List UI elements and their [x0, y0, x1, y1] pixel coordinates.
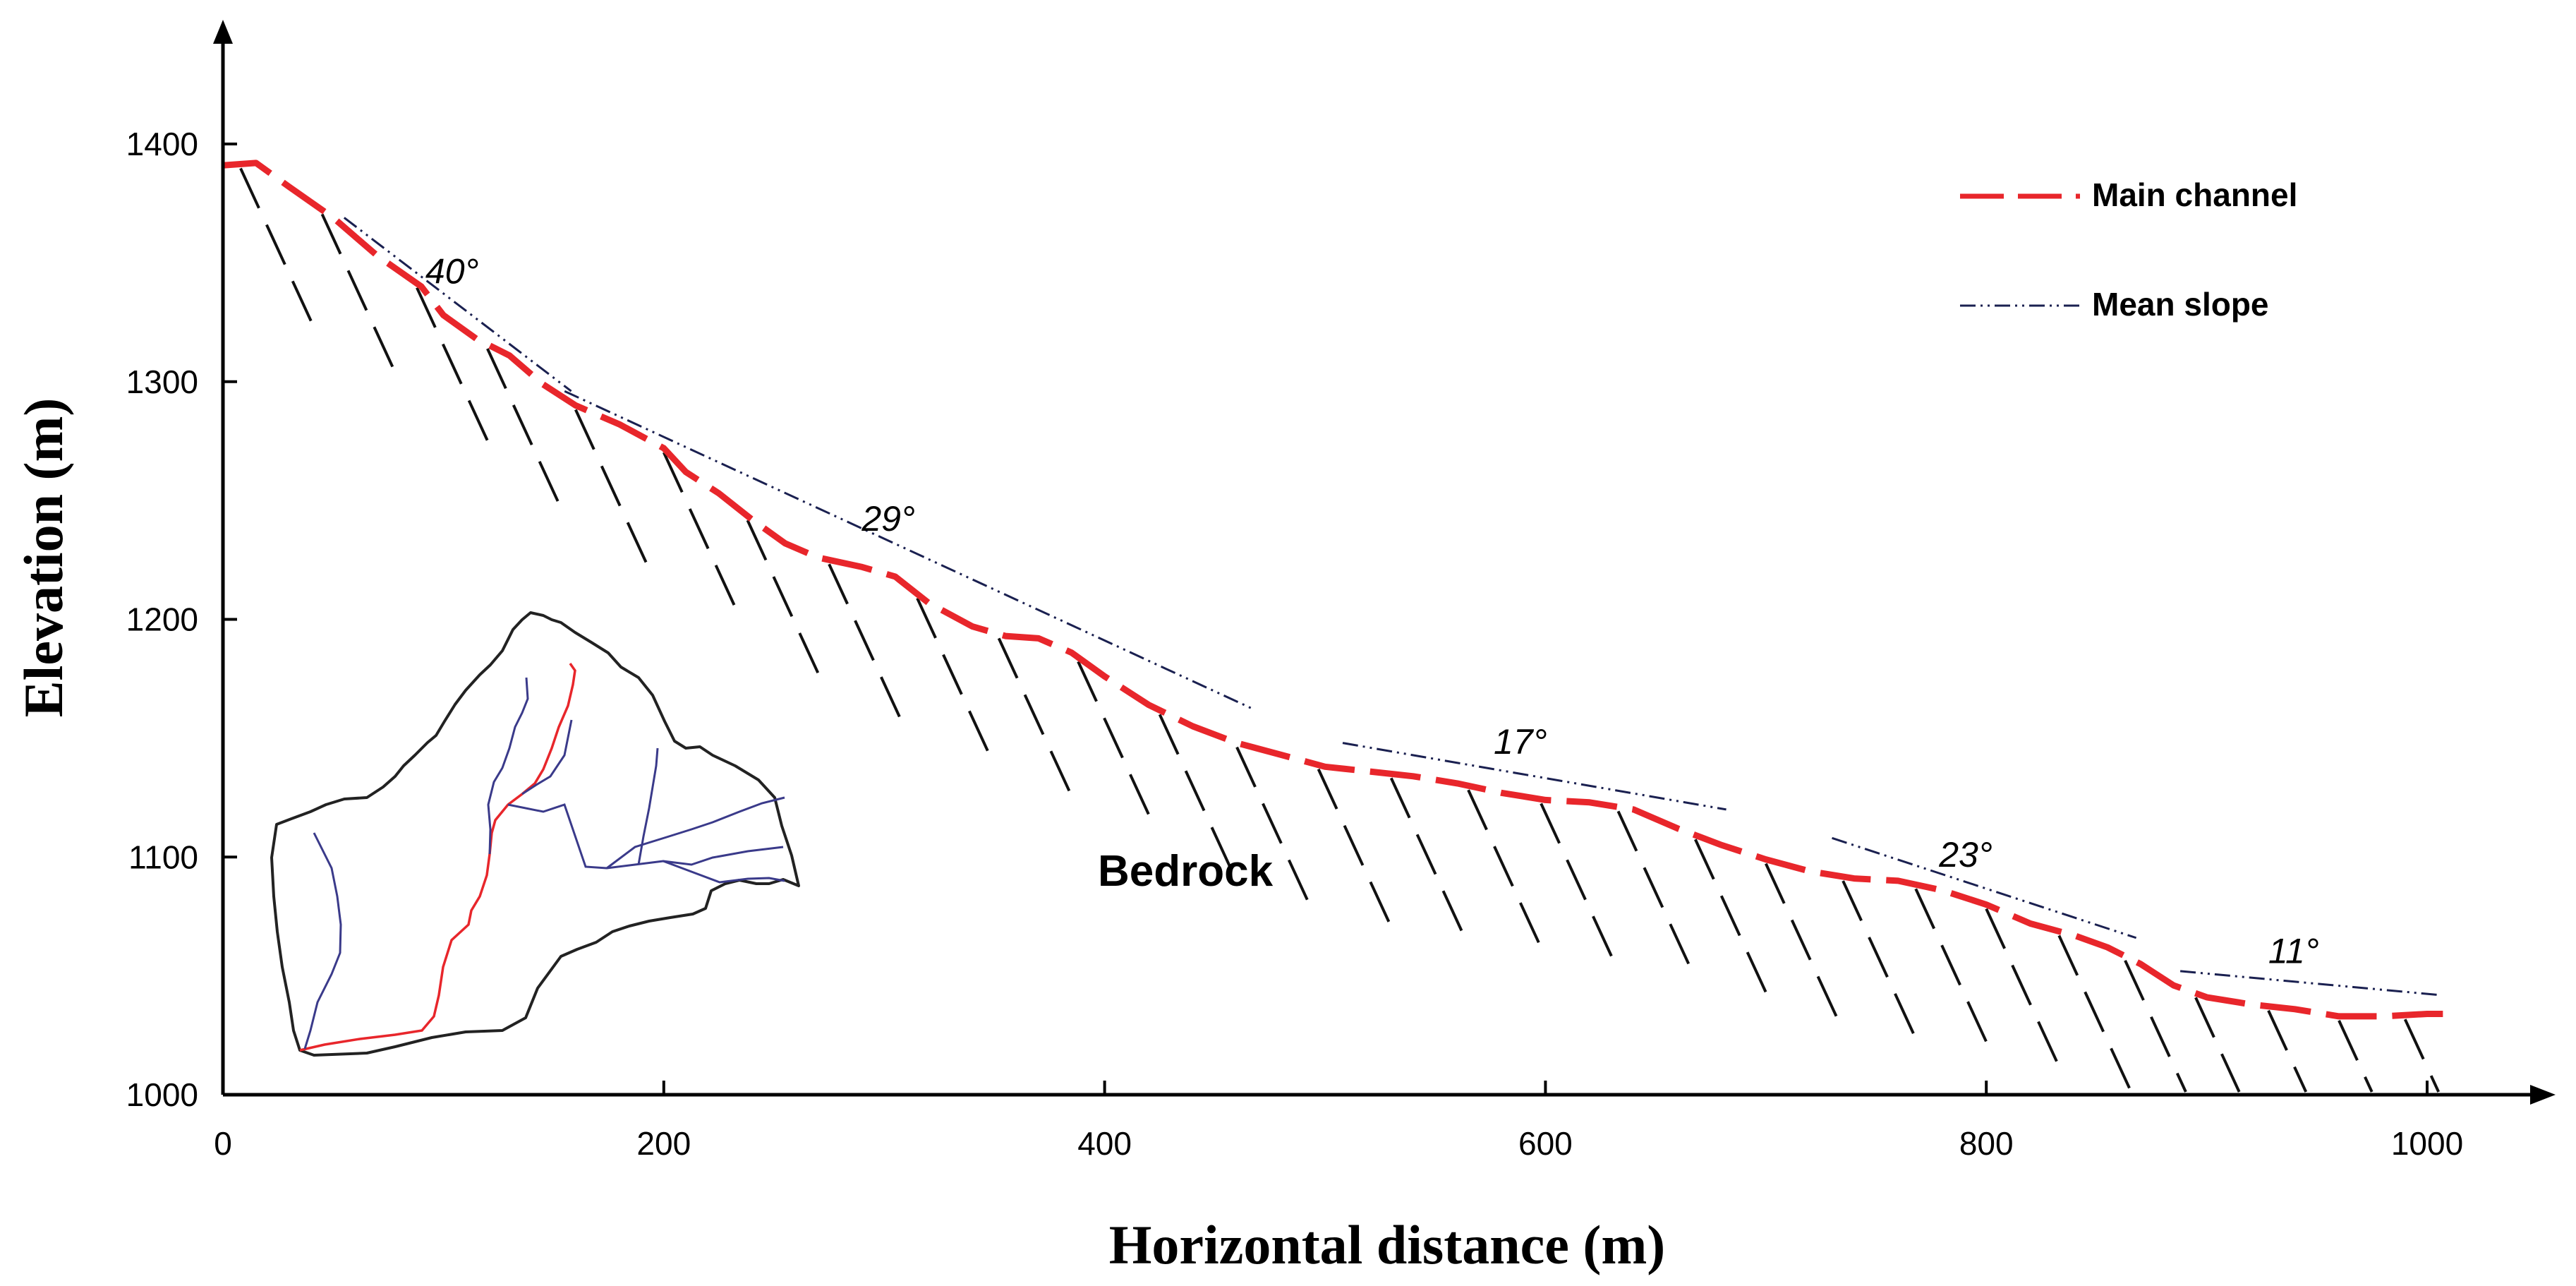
bedrock-hatch-22	[1985, 908, 2059, 1064]
main-channel-path	[222, 160, 2450, 1020]
bedrock-hatch-28	[2403, 1018, 2441, 1093]
tributary-east-lower	[663, 860, 785, 884]
slope-angle-label-0: 40°	[425, 251, 479, 291]
bedrock-hatch-0	[239, 167, 313, 323]
tributary-upper-branch	[521, 719, 573, 795]
bedrock-hatching	[239, 167, 2441, 1093]
y-tick-label-1: 1100	[128, 839, 198, 875]
bedrock-hatch-24	[2124, 959, 2187, 1093]
x-tick-label-0: 0	[214, 1125, 232, 1162]
y-tick-label-4: 1400	[126, 126, 198, 162]
x-tick-label-2: 400	[1077, 1125, 1132, 1162]
bedrock-hatch-8	[916, 597, 990, 753]
inset-main-channel	[299, 662, 576, 1052]
y-tick-label-2: 1200	[126, 601, 198, 638]
bedrock-hatch-21	[1914, 888, 1988, 1044]
bedrock-hatch-1	[320, 213, 395, 369]
bedrock-hatch-11	[1158, 714, 1233, 870]
tributary-upper-left	[487, 677, 529, 855]
bedrock-hatch-2	[416, 287, 490, 443]
catchment-inset-map	[270, 611, 800, 1057]
bedrock-hatch-12	[1235, 746, 1310, 902]
slope-angle-label-2: 17°	[1494, 722, 1547, 762]
y-axis-title: Elevation (m)	[13, 398, 74, 718]
bedrock-hatch-18	[1694, 839, 1768, 994]
tributary-center	[637, 747, 659, 865]
tributary-east-main	[507, 803, 784, 870]
bedrock-label: Bedrock	[1098, 847, 1274, 896]
mean-slope-segment-4	[2179, 970, 2438, 997]
x-tick-label-3: 600	[1518, 1125, 1573, 1162]
bedrock-hatch-6	[746, 519, 821, 675]
bedrock-hatch-9	[997, 637, 1072, 793]
main-channel-line	[222, 160, 2450, 1020]
tributary-east-upper	[606, 796, 785, 870]
mean-slope-segment-2	[1342, 742, 1727, 811]
inset-tributaries	[303, 677, 785, 1050]
slope-angle-label-3: 23°	[1938, 835, 1993, 875]
bedrock-hatch-19	[1764, 863, 1839, 1018]
y-tick-label-3: 1300	[126, 363, 198, 400]
bedrock-hatch-23	[2057, 935, 2131, 1090]
tributary-west	[303, 832, 342, 1050]
legend: Main channel Mean slope	[1960, 176, 2297, 323]
slope-angle-label-4: 11°	[2268, 932, 2319, 971]
bedrock-hatch-4	[574, 409, 648, 565]
bedrock-hatch-20	[1842, 880, 1916, 1036]
bedrock-hatch-16	[1540, 803, 1614, 959]
bedrock-hatch-3	[486, 348, 560, 504]
legend-mean-slope-label: Mean slope	[2092, 286, 2269, 323]
bedrock-hatch-13	[1317, 768, 1391, 924]
mean-slope-segment-0	[343, 217, 572, 392]
bedrock-hatch-10	[1077, 661, 1151, 817]
bedrock-hatch-26	[2267, 1009, 2308, 1093]
x-axis-title: Horizontal distance (m)	[1109, 1214, 1666, 1275]
x-tick-label-5: 1000	[2391, 1125, 2463, 1162]
x-axis-arrow	[2530, 1085, 2556, 1105]
catchment-outline	[270, 611, 800, 1057]
axis-ticks: 0 200 400 600 800 1000 1000 1100 1200 1300 1400	[126, 126, 2464, 1162]
legend-main-channel-label: Main channel	[2092, 176, 2297, 213]
axes	[213, 20, 2556, 1105]
mean-slope-segment-1	[564, 390, 1255, 711]
bedrock-hatch-25	[2194, 997, 2241, 1093]
x-tick-label-4: 800	[1959, 1125, 2014, 1162]
x-tick-label-1: 200	[636, 1125, 691, 1162]
mean-slope-segment-3	[1832, 836, 2137, 939]
slope-angle-labels: 40° 29° 17° 23° 11°	[425, 251, 2319, 970]
y-tick-label-0: 1000	[126, 1076, 198, 1113]
slope-angle-label-1: 29°	[861, 499, 915, 539]
bedrock-hatch-7	[828, 563, 902, 719]
y-axis-arrow	[213, 20, 233, 44]
bedrock-hatch-27	[2338, 1020, 2374, 1093]
bedrock-hatch-14	[1389, 777, 1464, 933]
mean-slope-lines	[343, 217, 2438, 997]
bedrock-hatch-17	[1616, 810, 1691, 966]
bedrock-hatch-15	[1467, 789, 1541, 945]
bedrock-hatch-5	[662, 452, 737, 608]
